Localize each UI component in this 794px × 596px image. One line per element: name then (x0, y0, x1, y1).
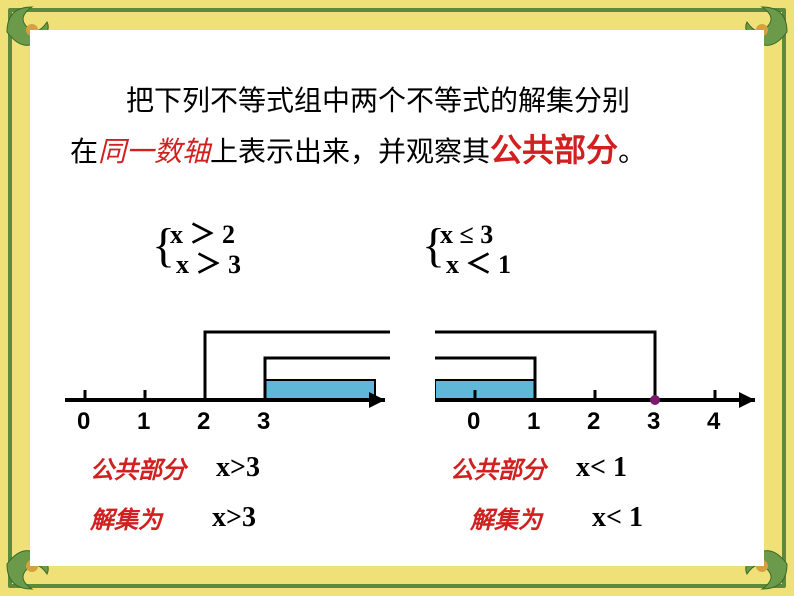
common-label-right: 公共部分 (450, 450, 546, 485)
axis-tick-label: 4 (707, 408, 720, 436)
axis-tick-label: 0 (467, 408, 480, 436)
numberline-right: 0 1 2 3 4 (435, 320, 775, 440)
solset-label-right: 解集为 (470, 500, 542, 535)
result-left-common: 公共部分 x>3 (90, 450, 260, 485)
result-left-solset: 解集为 x>3 (90, 500, 256, 535)
title-red1: 同一数轴 (98, 137, 210, 168)
axis-tick-label: 2 (587, 408, 600, 436)
common-label-left: 公共部分 (90, 450, 186, 485)
result-right-common: 公共部分 x< 1 (450, 450, 627, 485)
inequality-system-right: { x ≤ 3 x ＜ 1 (440, 220, 511, 280)
brace-right: { (422, 222, 445, 270)
title-line2-b: 上表示出来，并观察其 (210, 137, 490, 168)
ineq-right-1: x ≤ 3 (440, 220, 511, 250)
instruction-text: 把下列不等式组中两个不等式的解集分别 在同一数轴上表示出来，并观察其公共部分。 (70, 80, 734, 176)
numberline-left: 0 1 2 3 (65, 320, 405, 440)
axis-tick-label: 1 (527, 408, 540, 436)
axis-tick-label: 3 (647, 408, 660, 436)
title-red2: 公共部分 (490, 132, 618, 168)
axis-tick-label: 1 (137, 408, 150, 436)
title-line2-c: 。 (618, 137, 646, 168)
common-val-right: x< 1 (576, 452, 627, 484)
solset-val-right: x< 1 (592, 502, 643, 534)
axis-tick-label: 3 (257, 408, 270, 436)
ineq-left-1: x ＞ 2 (170, 220, 241, 250)
brace-left: { (152, 222, 175, 270)
result-right-solset: 解集为 x< 1 (470, 500, 643, 535)
axis-tick-label: 0 (77, 408, 90, 436)
ineq-left-2: x ＞ 3 (170, 250, 241, 280)
inequality-system-left: { x ＞ 2 x ＞ 3 (170, 220, 241, 280)
common-val-left: x>3 (216, 452, 260, 484)
title-line2-a: 在 (70, 137, 98, 168)
solset-val-left: x>3 (212, 502, 256, 534)
axis-tick-label: 2 (197, 408, 210, 436)
ineq-right-2: x ＜ 1 (440, 250, 511, 280)
title-line1: 把下列不等式组中两个不等式的解集分别 (70, 86, 630, 117)
solset-label-left: 解集为 (90, 500, 162, 535)
content-area: 把下列不等式组中两个不等式的解集分别 在同一数轴上表示出来，并观察其公共部分。 … (30, 30, 764, 566)
